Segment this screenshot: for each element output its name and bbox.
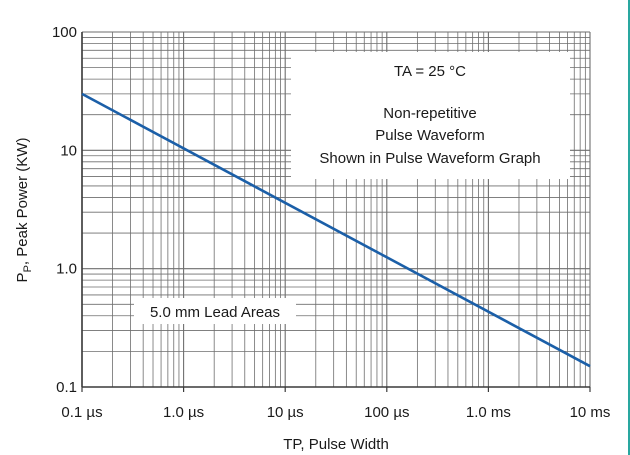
x-tick-label: 10 ms	[570, 404, 611, 421]
y-axis-title: PP, Peak Power (KW)	[14, 138, 34, 283]
x-tick-label: 10 µs	[267, 404, 304, 421]
y-axis-title-rest: , Peak Power (KW)	[14, 138, 31, 266]
x-tick-label: 1.0 ms	[466, 404, 511, 421]
x-tick-label: 1.0 µs	[163, 404, 204, 421]
annotation-condition-line-1: Non-repetitive	[383, 105, 476, 122]
series-layer	[81, 92, 591, 368]
annotation-temperature: TA = 25 °C	[394, 63, 466, 80]
annotation-condition-line-2: Pulse Waveform	[375, 127, 484, 144]
series-line-0	[81, 92, 591, 368]
y-tick-label: 1.0	[56, 261, 77, 278]
y-tick-label: 0.1	[56, 379, 77, 396]
annotation-box-conditions	[291, 52, 570, 179]
x-axis-title: TP, Pulse Width	[283, 436, 389, 453]
annotation-lead-areas: 5.0 mm Lead Areas	[150, 304, 280, 321]
y-tick-label: 100	[52, 24, 77, 41]
page-edge-accent	[628, 0, 630, 455]
x-tick-label: 100 µs	[364, 404, 409, 421]
y-tick-label: 10	[60, 142, 77, 159]
y-axis-title-subscript: P	[22, 265, 34, 272]
annotation-condition-line-3: Shown in Pulse Waveform Graph	[319, 150, 540, 167]
annotation-box-lead	[134, 298, 296, 324]
y-tick-labels: 100 10 1.0 0.1	[52, 24, 77, 396]
x-tick-labels: 0.1 µs 1.0 µs 10 µs 100 µs 1.0 ms 10 ms	[61, 387, 610, 421]
y-axis-title-symbol: P	[14, 272, 31, 282]
x-tick-label: 0.1 µs	[61, 404, 102, 421]
